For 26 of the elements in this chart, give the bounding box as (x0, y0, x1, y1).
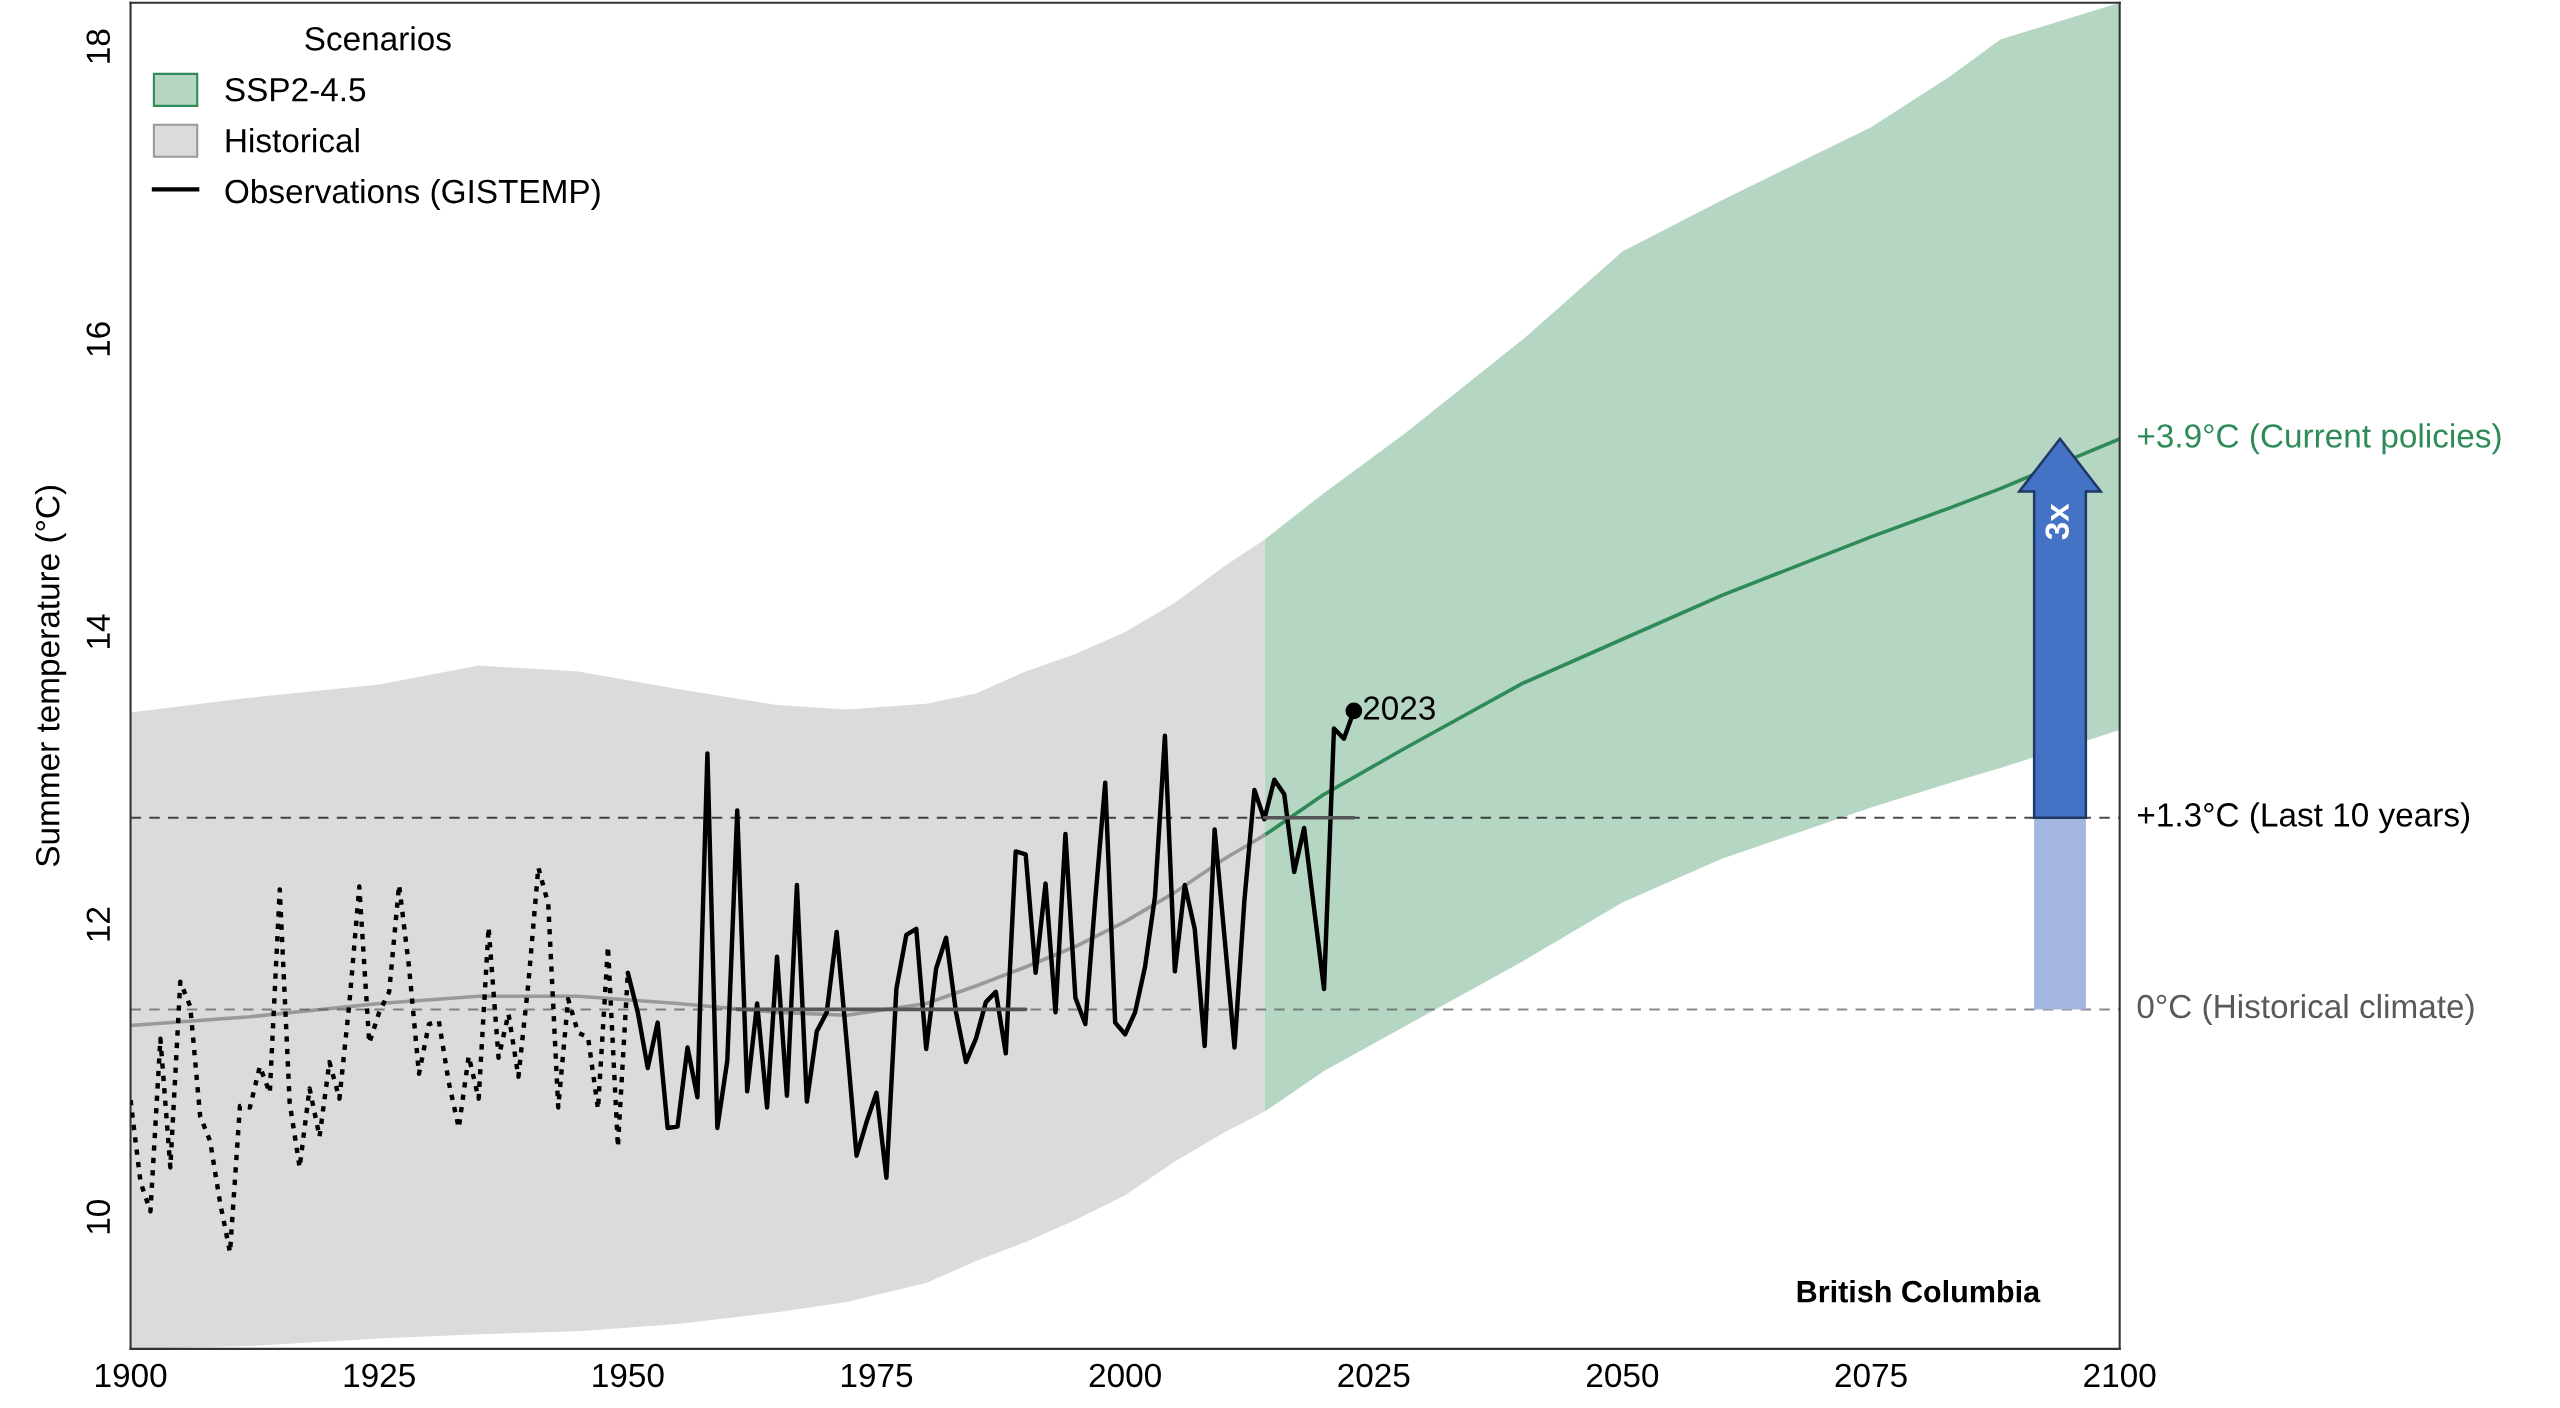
x-tick-label: 1975 (841, 1363, 913, 1388)
legend-title: Scenarios (305, 26, 451, 51)
annotation: 2023 (1363, 696, 1435, 720)
x-tick-label: 2075 (1835, 1363, 1907, 1388)
y-tick-label: 12 (86, 907, 110, 941)
y-tick-label: 14 (86, 614, 110, 648)
x-tick-label: 2000 (1089, 1363, 1161, 1388)
x-tick-label: 1950 (593, 1363, 664, 1388)
legend-label: Historical (226, 127, 359, 153)
annotation: 3x (2045, 503, 2069, 540)
x-tick-label: 1900 (96, 1363, 167, 1388)
y-axis-title: Summer temperature (°C) (35, 486, 67, 867)
y-tick-label: 18 (86, 29, 111, 63)
y-tick-label: 16 (86, 322, 111, 356)
y-tick-label: 10 (86, 1199, 111, 1234)
annotation: British Columbia (1797, 1280, 2041, 1303)
x-tick-label: 2025 (1338, 1363, 1410, 1388)
legend-label: SSP2-4.5 (225, 77, 366, 102)
annotation: +3.9°C (Current policies) (2137, 423, 2501, 455)
x-tick-label: 1925 (344, 1363, 415, 1388)
line-series (1262, 437, 2120, 838)
x-tick-label: 2100 (2084, 1363, 2156, 1388)
legend-label: Observations (GISTEMP) (225, 178, 600, 210)
ref-line-label: +1.3°C (Last 10 years) (2137, 802, 2470, 834)
x-tick-label: 2050 (1587, 1363, 1659, 1388)
ref-line-label: 0°C (Historical climate) (2137, 993, 2474, 1025)
